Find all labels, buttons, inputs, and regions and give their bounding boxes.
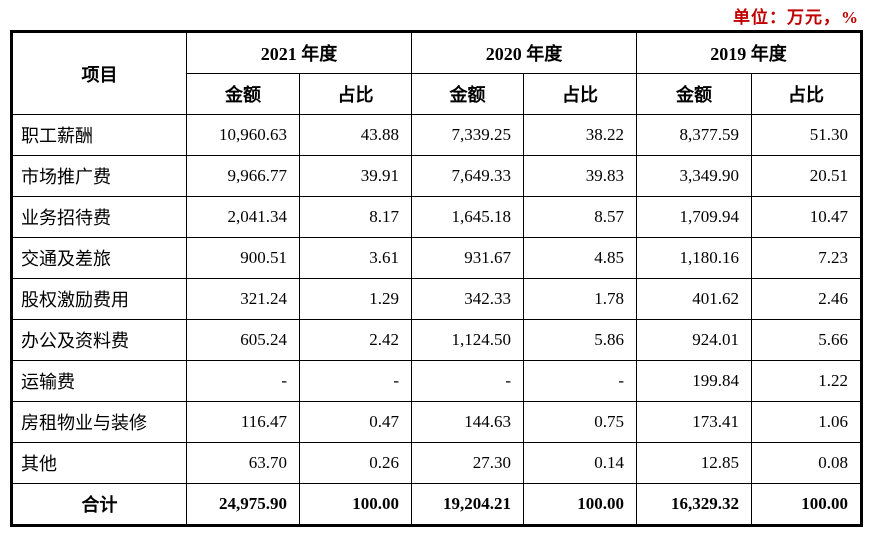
ratio-cell: - — [523, 360, 637, 402]
table-row: 房租物业与装修 116.47 0.47 144.63 0.75 173.41 1… — [11, 401, 862, 443]
ratio-cell: 2.46 — [751, 278, 862, 320]
amount-cell: 3,349.90 — [636, 155, 752, 197]
total-label: 合计 — [11, 483, 187, 526]
col-header-ratio-2019: 占比 — [751, 73, 862, 115]
ratio-cell: 0.14 — [523, 442, 637, 484]
amount-cell: 10,960.63 — [186, 114, 300, 156]
table-row: 市场推广费 9,966.77 39.91 7,649.33 39.83 3,34… — [11, 155, 862, 197]
table-row: 职工薪酬 10,960.63 43.88 7,339.25 38.22 8,37… — [11, 114, 862, 156]
ratio-cell: 0.26 — [299, 442, 412, 484]
ratio-cell: 1.22 — [751, 360, 862, 402]
amount-cell: 7,339.25 — [411, 114, 524, 156]
ratio-cell: - — [299, 360, 412, 402]
table-row: 其他 63.70 0.26 27.30 0.14 12.85 0.08 — [11, 442, 862, 484]
table-row: 业务招待费 2,041.34 8.17 1,645.18 8.57 1,709.… — [11, 196, 862, 238]
row-label: 其他 — [11, 442, 187, 484]
amount-cell: 605.24 — [186, 319, 300, 361]
expense-table: 项目 2021 年度 2020 年度 2019 年度 金额 占比 金额 占比 金… — [10, 30, 863, 527]
ratio-cell: 7.23 — [751, 237, 862, 279]
amount-cell: 931.67 — [411, 237, 524, 279]
amount-cell: 321.24 — [186, 278, 300, 320]
amount-cell: 401.62 — [636, 278, 752, 320]
amount-cell: 1,645.18 — [411, 196, 524, 238]
amount-cell: - — [186, 360, 300, 402]
ratio-cell: 8.17 — [299, 196, 412, 238]
col-header-ratio-2021: 占比 — [299, 73, 412, 115]
ratio-cell: 0.47 — [299, 401, 412, 443]
col-header-amount-2020: 金额 — [411, 73, 524, 115]
total-ratio-cell: 100.00 — [299, 483, 412, 526]
table-row: 运输费 - - - - 199.84 1.22 — [11, 360, 862, 402]
ratio-cell: 1.29 — [299, 278, 412, 320]
amount-cell: 900.51 — [186, 237, 300, 279]
ratio-cell: 2.42 — [299, 319, 412, 361]
total-amount-cell: 24,975.90 — [186, 483, 300, 526]
row-label: 业务招待费 — [11, 196, 187, 238]
amount-cell: 342.33 — [411, 278, 524, 320]
header-row-years: 项目 2021 年度 2020 年度 2019 年度 — [11, 31, 862, 115]
total-amount-cell: 16,329.32 — [636, 483, 752, 526]
ratio-cell: 1.78 — [523, 278, 637, 320]
ratio-cell: 51.30 — [751, 114, 862, 156]
table-total-row: 合计 24,975.90 100.00 19,204.21 100.00 16,… — [11, 483, 862, 526]
ratio-cell: 5.66 — [751, 319, 862, 361]
row-label: 运输费 — [11, 360, 187, 402]
row-label: 股权激励费用 — [11, 278, 187, 320]
amount-cell: 199.84 — [636, 360, 752, 402]
col-header-ratio-2020: 占比 — [523, 73, 637, 115]
ratio-cell: 8.57 — [523, 196, 637, 238]
table-row: 股权激励费用 321.24 1.29 342.33 1.78 401.62 2.… — [11, 278, 862, 320]
amount-cell: 144.63 — [411, 401, 524, 443]
table-row: 办公及资料费 605.24 2.42 1,124.50 5.86 924.01 … — [11, 319, 862, 361]
total-ratio-cell: 100.00 — [751, 483, 862, 526]
amount-cell: 116.47 — [186, 401, 300, 443]
ratio-cell: 0.08 — [751, 442, 862, 484]
ratio-cell: 4.85 — [523, 237, 637, 279]
amount-cell: 1,180.16 — [636, 237, 752, 279]
amount-cell: 27.30 — [411, 442, 524, 484]
row-label: 房租物业与装修 — [11, 401, 187, 443]
amount-cell: 63.70 — [186, 442, 300, 484]
row-label: 交通及差旅 — [11, 237, 187, 279]
row-label: 职工薪酬 — [11, 114, 187, 156]
ratio-cell: 1.06 — [751, 401, 862, 443]
amount-cell: 173.41 — [636, 401, 752, 443]
ratio-cell: 10.47 — [751, 196, 862, 238]
amount-cell: 7,649.33 — [411, 155, 524, 197]
unit-label: 单位：万元，% — [733, 8, 859, 27]
ratio-cell: 43.88 — [299, 114, 412, 156]
amount-cell: 1,124.50 — [411, 319, 524, 361]
row-label: 办公及资料费 — [11, 319, 187, 361]
col-header-year-2020: 2020 年度 — [411, 31, 637, 74]
table-body: 职工薪酬 10,960.63 43.88 7,339.25 38.22 8,37… — [11, 114, 862, 526]
amount-cell: 9,966.77 — [186, 155, 300, 197]
ratio-cell: 5.86 — [523, 319, 637, 361]
ratio-cell: 39.91 — [299, 155, 412, 197]
col-header-amount-2019: 金额 — [636, 73, 752, 115]
total-ratio-cell: 100.00 — [523, 483, 637, 526]
ratio-cell: 39.83 — [523, 155, 637, 197]
table-header: 项目 2021 年度 2020 年度 2019 年度 金额 占比 金额 占比 金… — [11, 31, 862, 115]
amount-cell: 1,709.94 — [636, 196, 752, 238]
col-header-year-2021: 2021 年度 — [186, 31, 412, 74]
amount-cell: 924.01 — [636, 319, 752, 361]
col-header-year-2019: 2019 年度 — [636, 31, 862, 74]
amount-cell: 8,377.59 — [636, 114, 752, 156]
ratio-cell: 20.51 — [751, 155, 862, 197]
header-row-metrics: 金额 占比 金额 占比 金额 占比 — [12, 73, 862, 115]
ratio-cell: 38.22 — [523, 114, 637, 156]
amount-cell: - — [411, 360, 524, 402]
amount-cell: 2,041.34 — [186, 196, 300, 238]
row-label: 市场推广费 — [11, 155, 187, 197]
col-header-item: 项目 — [11, 31, 187, 115]
amount-cell: 12.85 — [636, 442, 752, 484]
ratio-cell: 3.61 — [299, 237, 412, 279]
col-header-amount-2021: 金额 — [186, 73, 300, 115]
table-row: 交通及差旅 900.51 3.61 931.67 4.85 1,180.16 7… — [11, 237, 862, 279]
total-amount-cell: 19,204.21 — [411, 483, 524, 526]
ratio-cell: 0.75 — [523, 401, 637, 443]
